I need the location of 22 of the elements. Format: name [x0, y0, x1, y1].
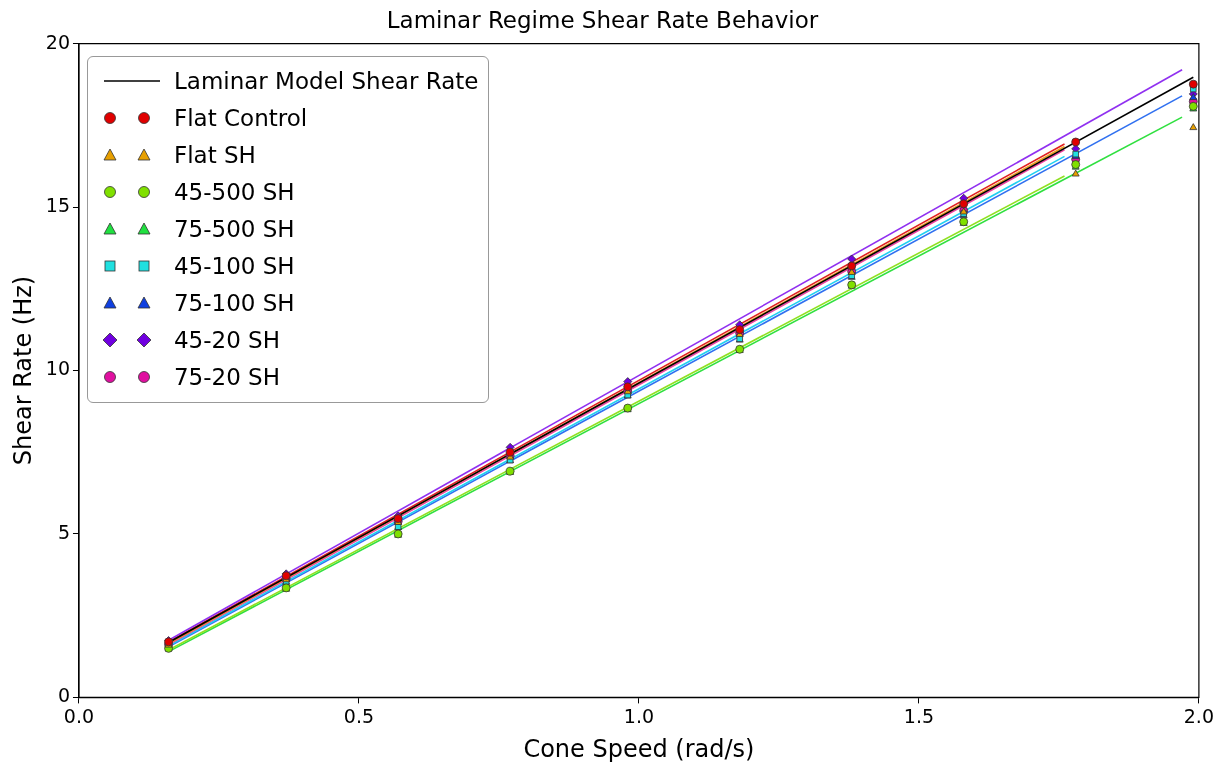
legend-label: 45-100 SH: [173, 251, 295, 281]
legend-label: 75-100 SH: [173, 288, 295, 318]
y-tick-label: 10: [45, 357, 70, 380]
y-tick-label: 15: [45, 193, 70, 216]
x-tick-label: 1.5: [903, 704, 935, 727]
legend-label: 45-20 SH: [173, 325, 281, 355]
y-axis-title: Shear Rate (Hz): [8, 275, 37, 466]
chart-title: Laminar Regime Shear Rate Behavior: [386, 6, 819, 33]
legend-label: 45-500 SH: [173, 177, 295, 207]
y-tick-label: 0: [57, 684, 70, 707]
legend-label: 75-500 SH: [173, 214, 295, 244]
x-tick-label: 0.5: [343, 704, 375, 727]
x-axis-title: Cone Speed (rad/s): [523, 734, 755, 763]
legend-label: Flat Control: [173, 103, 308, 133]
legend-label: 75-20 SH: [173, 362, 281, 392]
y-tick-label: 5: [57, 520, 70, 543]
legend-label: Laminar Model Shear Rate: [173, 66, 479, 96]
x-tick-label: 0.0: [63, 704, 95, 727]
legend-label: Flat SH: [173, 140, 256, 170]
y-tick-label: 20: [45, 30, 70, 53]
x-tick-label: 2.0: [1183, 704, 1214, 727]
x-tick-label: 1.0: [623, 704, 655, 727]
